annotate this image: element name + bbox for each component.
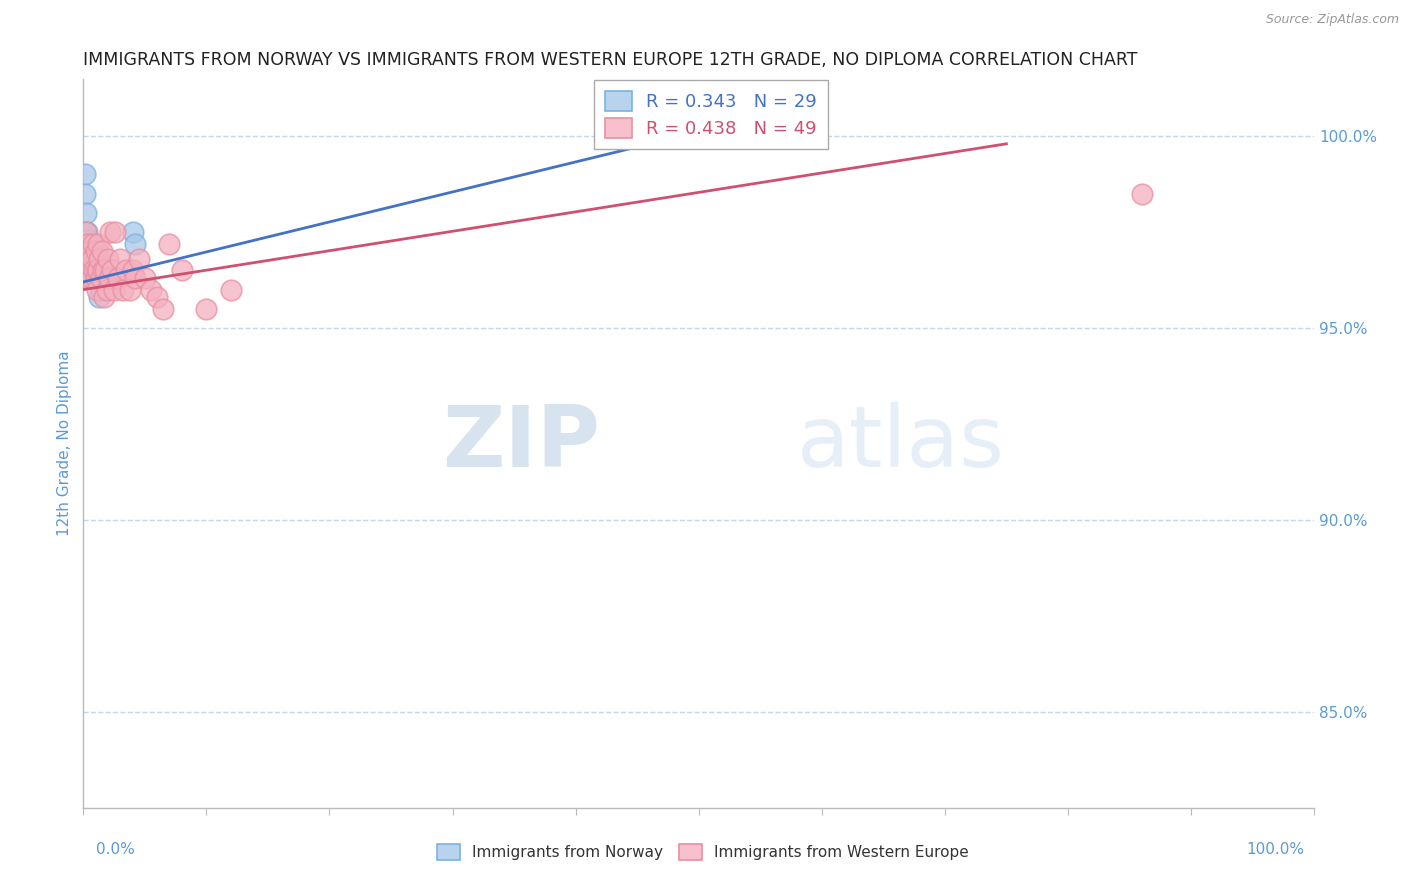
Point (73, 186, 96, 201)
Point (91, 263, 114, 277)
Point (76, 244, 98, 259)
Point (96, 283, 118, 297)
Point (73, 168, 96, 182)
Point (84, 244, 107, 259)
Point (103, 283, 125, 297)
Point (121, 263, 143, 277)
Text: 0.0%: 0.0% (96, 842, 135, 856)
Point (79, 236, 101, 251)
Point (94, 263, 117, 277)
Legend: R = 0.343   N = 29, R = 0.438   N = 49: R = 0.343 N = 29, R = 0.438 N = 49 (593, 80, 828, 149)
Point (87, 252, 110, 266)
Point (86, 263, 108, 277)
Text: Source: ZipAtlas.com: Source: ZipAtlas.com (1265, 13, 1399, 27)
Point (111, 283, 134, 297)
Point (100, 263, 122, 277)
Point (82, 236, 104, 251)
Point (76, 244, 98, 259)
Point (89, 263, 111, 277)
Point (79, 256, 101, 270)
Point (75, 225, 97, 239)
Point (87, 263, 110, 277)
Point (79, 252, 101, 266)
Point (80, 271, 103, 285)
Point (139, 283, 162, 297)
Point (87, 236, 110, 251)
Point (76, 225, 98, 239)
Point (170, 263, 193, 277)
Point (159, 236, 181, 251)
Point (93, 290, 115, 304)
Point (89, 252, 111, 266)
Y-axis label: 12th Grade, No Diploma: 12th Grade, No Diploma (58, 351, 72, 536)
Point (89, 271, 111, 285)
Point (84, 271, 107, 285)
Point (75, 206, 97, 220)
Point (98, 225, 121, 239)
Point (83, 271, 105, 285)
Point (152, 301, 174, 316)
Point (195, 301, 218, 316)
Point (77, 252, 100, 266)
Point (128, 252, 150, 266)
Point (146, 290, 169, 304)
Point (104, 225, 127, 239)
Point (80, 271, 103, 285)
Point (120, 283, 142, 297)
Point (79, 244, 101, 259)
Point (134, 271, 156, 285)
Point (97, 252, 120, 266)
Point (89, 283, 111, 297)
Point (107, 271, 129, 285)
Text: atlas: atlas (797, 401, 1005, 484)
Point (86, 263, 108, 277)
Text: ZIP: ZIP (443, 401, 600, 484)
Point (77, 233, 100, 247)
Point (73, 236, 96, 251)
Point (84, 244, 107, 259)
Point (98, 271, 121, 285)
Point (89, 290, 111, 304)
Point (79, 244, 101, 259)
Legend: Immigrants from Norway, Immigrants from Western Europe: Immigrants from Norway, Immigrants from … (432, 838, 974, 866)
Point (90, 244, 112, 259)
Point (1130, 186, 1153, 201)
Point (83, 263, 105, 277)
Point (80, 252, 103, 266)
Point (86, 244, 108, 259)
Point (79, 271, 101, 285)
Point (121, 225, 143, 239)
Point (124, 271, 146, 285)
Point (80, 252, 103, 266)
Point (76, 263, 98, 277)
Point (115, 263, 138, 277)
Text: 100.0%: 100.0% (1247, 842, 1305, 856)
Point (83, 252, 105, 266)
Point (77, 236, 100, 251)
Point (110, 252, 132, 266)
Point (79, 263, 101, 277)
Point (84, 263, 107, 277)
Point (86, 283, 108, 297)
Text: IMMIGRANTS FROM NORWAY VS IMMIGRANTS FROM WESTERN EUROPE 12TH GRADE, NO DIPLOMA : IMMIGRANTS FROM NORWAY VS IMMIGRANTS FRO… (83, 51, 1137, 69)
Point (87, 271, 110, 285)
Point (124, 236, 146, 251)
Point (79, 263, 101, 277)
Point (75, 225, 97, 239)
Point (82, 263, 104, 277)
Point (82, 236, 104, 251)
Point (219, 283, 242, 297)
